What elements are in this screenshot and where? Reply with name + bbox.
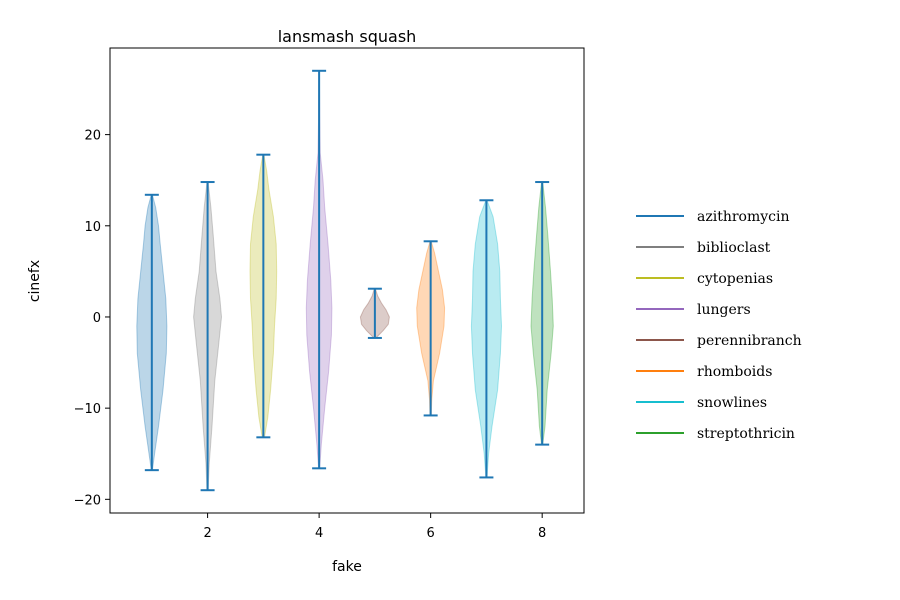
x-tick-label: 6 — [427, 526, 435, 541]
legend-label-3: cytopenias — [697, 271, 773, 287]
legend-label-8: streptothricin — [697, 426, 795, 442]
y-axis-ticks: −20 −10 0 10 20 — [74, 129, 110, 508]
legend-label-7: snowlines — [697, 395, 767, 411]
x-tick-label: 8 — [538, 526, 546, 541]
legend: azithromycin biblioclast cytopenias lungers… — [636, 209, 802, 442]
violin-stats-layer — [144, 69, 550, 492]
x-tick-label: 4 — [315, 526, 323, 541]
legend-label-1: azithromycin — [697, 209, 789, 225]
violins-layer — [136, 70, 554, 491]
plot-frame — [109, 47, 585, 514]
legend-label-4: lungers — [697, 302, 751, 318]
x-axis-label: fake — [332, 559, 362, 575]
y-tick-label: 20 — [84, 129, 101, 144]
x-tick-label: 2 — [203, 526, 211, 541]
y-tick-label: −10 — [74, 402, 101, 417]
y-tick-label: 0 — [93, 311, 101, 326]
y-tick-label: −20 — [74, 493, 101, 508]
legend-label-5: perennibranch — [697, 333, 802, 349]
y-axis-label: cinefx — [27, 260, 43, 302]
chart-title: lansmash squash — [278, 27, 417, 46]
legend-label-6: rhomboids — [697, 364, 772, 380]
x-axis-ticks: 2 4 6 8 — [203, 513, 546, 541]
y-tick-label: 10 — [84, 220, 101, 235]
legend-label-2: biblioclast — [697, 240, 771, 256]
